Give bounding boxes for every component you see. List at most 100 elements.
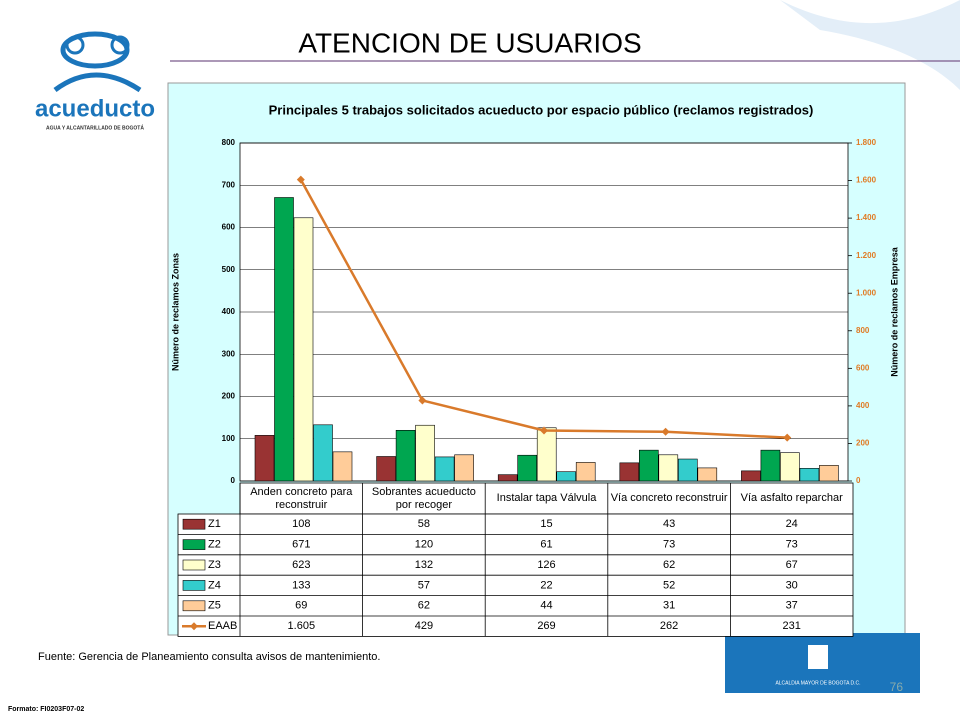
- y2-tick-label: 400: [856, 401, 870, 410]
- y2-tick-label: 600: [856, 363, 870, 372]
- y2-tick-label: 1.200: [856, 251, 877, 260]
- table-value: 62: [663, 559, 675, 571]
- legend-label: Z2: [208, 539, 221, 551]
- table-value: 61: [540, 539, 552, 551]
- format-code: Formato: FI0203F07-02: [8, 706, 84, 713]
- table-value: 52: [663, 579, 675, 591]
- line-marker: [418, 396, 427, 405]
- bar: [619, 462, 640, 482]
- bar: [497, 474, 518, 482]
- y2-tick-label: 1.000: [856, 288, 877, 297]
- decor-swoosh: [780, 0, 960, 90]
- footer-logo-text: ALCALDIA MAYOR DE BOGOTA D.C.: [775, 680, 860, 686]
- y-tick-label: 100: [222, 434, 236, 443]
- table-value: 120: [415, 539, 433, 551]
- table-value: 31: [663, 600, 675, 612]
- category-label: Vía asfalto reparchar: [740, 492, 843, 504]
- logo-name: acueducto: [35, 95, 155, 122]
- table-value: 108: [292, 518, 310, 530]
- chart-title: Principales 5 trabajos solicitados acued…: [269, 102, 814, 117]
- logo-eye: [110, 35, 130, 55]
- y-tick-label: 800: [222, 138, 236, 147]
- legend-key: [182, 518, 206, 530]
- table-value: 133: [292, 579, 310, 591]
- bar: [799, 468, 820, 482]
- category-label: Vía concreto reconstruir: [610, 492, 728, 504]
- legend-key: [182, 580, 206, 591]
- logo-mark: [53, 72, 142, 93]
- bar: [638, 449, 659, 482]
- table-value: 57: [418, 579, 430, 591]
- page-number: 76: [890, 680, 904, 694]
- table-value: 73: [663, 539, 675, 551]
- legend-key: [190, 622, 198, 631]
- table-value: 126: [537, 559, 555, 571]
- logo-eye: [65, 35, 85, 55]
- bar: [556, 471, 577, 482]
- y2-tick-label: 200: [856, 439, 870, 448]
- y-tick-label: 600: [222, 223, 236, 232]
- y-tick-label: 0: [231, 476, 236, 485]
- bar: [332, 451, 353, 482]
- x-tick-label: Vía concreto reconstruir: [610, 492, 728, 504]
- bar: [536, 427, 557, 482]
- y2-tick-label: 1.800: [856, 138, 877, 147]
- bar: [677, 458, 698, 482]
- line-marker: [540, 426, 548, 435]
- bar: [254, 435, 275, 482]
- table-value: 37: [786, 600, 798, 612]
- table-value: 44: [540, 600, 552, 612]
- bar: [293, 217, 314, 482]
- table-value: 671: [292, 539, 310, 551]
- y-tick-label: 300: [222, 349, 236, 358]
- legend-label: Z4: [208, 579, 221, 591]
- bar: [760, 449, 781, 482]
- table-value: 1.605: [288, 620, 316, 632]
- bar: [575, 462, 596, 482]
- legend-key: [182, 539, 206, 550]
- legend-label: Z1: [208, 518, 221, 530]
- y2-tick-label: 0: [856, 476, 861, 485]
- logo: acueducto AGUA Y ALCANTARILLADO DE BOGOT…: [35, 31, 155, 131]
- line-marker: [661, 427, 670, 436]
- table-value: 132: [415, 559, 433, 571]
- bar: [780, 452, 800, 482]
- x-tick-label: Vía asfalto reparchar: [740, 492, 843, 504]
- bar: [658, 454, 679, 482]
- table-value: 73: [786, 539, 798, 551]
- line-marker: [783, 433, 792, 442]
- y-tick-label: 500: [222, 265, 236, 274]
- bar: [395, 429, 416, 482]
- y-tick-label: 400: [222, 307, 236, 316]
- bar: [274, 197, 294, 482]
- logo-subtitle: AGUA Y ALCANTARILLADO DE BOGOTÁ: [46, 124, 144, 131]
- table-value: 24: [786, 518, 798, 530]
- table-value: 15: [540, 518, 552, 530]
- table-value: 262: [660, 620, 678, 632]
- category-label: Anden concreto para reconstruir: [250, 485, 353, 511]
- table-value: 67: [786, 559, 798, 571]
- bar: [376, 456, 396, 482]
- legend-label: Z5: [208, 600, 221, 612]
- table-value: 69: [295, 600, 307, 612]
- y-tick-label: 700: [222, 180, 236, 189]
- table-value: 429: [415, 620, 433, 632]
- table-value: 231: [783, 620, 801, 632]
- data-table: [239, 482, 854, 515]
- x-tick-label: Anden concreto para reconstruir: [250, 485, 353, 511]
- table-value: 623: [292, 559, 310, 571]
- bar: [741, 470, 761, 482]
- legend-key: [182, 559, 206, 571]
- y2-tick-label: 1.600: [856, 176, 877, 185]
- bar: [415, 424, 435, 482]
- footer-emblem: [808, 645, 828, 669]
- slide-title: ATENCION DE USUARIOS: [298, 27, 641, 58]
- bar: [454, 454, 474, 482]
- y2-tick-label: 800: [856, 326, 870, 335]
- legend-label: EAAB: [208, 620, 237, 632]
- source-note: Fuente: Gerencia de Planeamiento consult…: [38, 651, 380, 663]
- y-tick-label: 200: [222, 392, 236, 401]
- bar: [434, 456, 455, 482]
- bar: [819, 465, 839, 482]
